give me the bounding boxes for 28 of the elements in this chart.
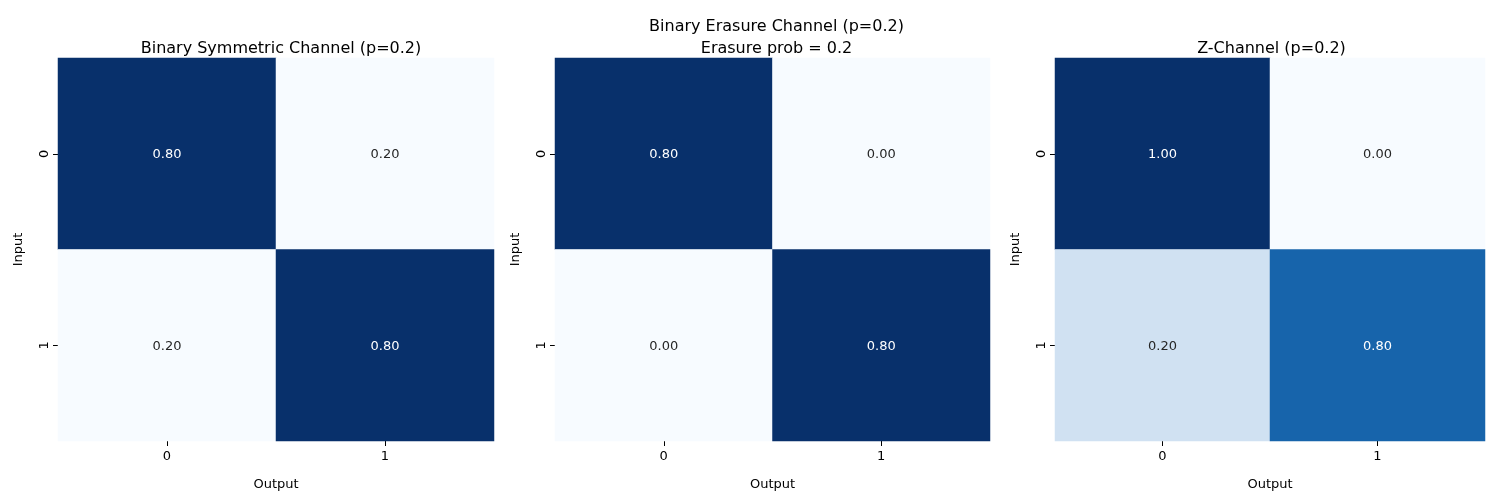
chart-subtitle: Erasure prob = 0.2 bbox=[700, 37, 853, 57]
x-tick-label: 0 bbox=[1158, 448, 1167, 463]
x-tick-label: 1 bbox=[380, 448, 390, 463]
x-tick-label: 0 bbox=[162, 448, 172, 463]
x-axis-title: Output bbox=[1247, 476, 1293, 491]
data-label: 0.20 bbox=[152, 337, 182, 353]
data-label: 0.00 bbox=[1363, 146, 1392, 162]
data-label: 0.80 bbox=[152, 146, 182, 162]
x-axis-title: Output bbox=[749, 476, 796, 491]
data-label: 1.00 bbox=[1148, 146, 1177, 162]
data-label: 0.80 bbox=[1363, 337, 1392, 353]
y-axis-title: Input bbox=[507, 232, 522, 267]
x-tick-label: 1 bbox=[1373, 448, 1382, 463]
data-label: 0.80 bbox=[866, 337, 896, 353]
data-label: 0.00 bbox=[649, 337, 679, 353]
y-axis-title: Input bbox=[1007, 232, 1022, 267]
data-label: 0.80 bbox=[370, 337, 400, 353]
chart-title: Binary Symmetric Channel (p=0.2) bbox=[140, 37, 422, 57]
chart-title: Z-Channel (p=0.2) bbox=[1197, 37, 1346, 57]
data-label: 0.00 bbox=[866, 146, 896, 162]
x-tick-label: 0 bbox=[659, 448, 668, 463]
data-label: 0.80 bbox=[649, 146, 679, 162]
y-axis-title: Input bbox=[10, 232, 25, 267]
data-label: 0.20 bbox=[370, 146, 400, 162]
data-label: 0.20 bbox=[1148, 337, 1177, 353]
chart-title: Binary Erasure Channel (p=0.2) bbox=[649, 15, 904, 35]
x-tick-label: 1 bbox=[877, 448, 886, 463]
x-axis-title: Output bbox=[253, 476, 299, 491]
